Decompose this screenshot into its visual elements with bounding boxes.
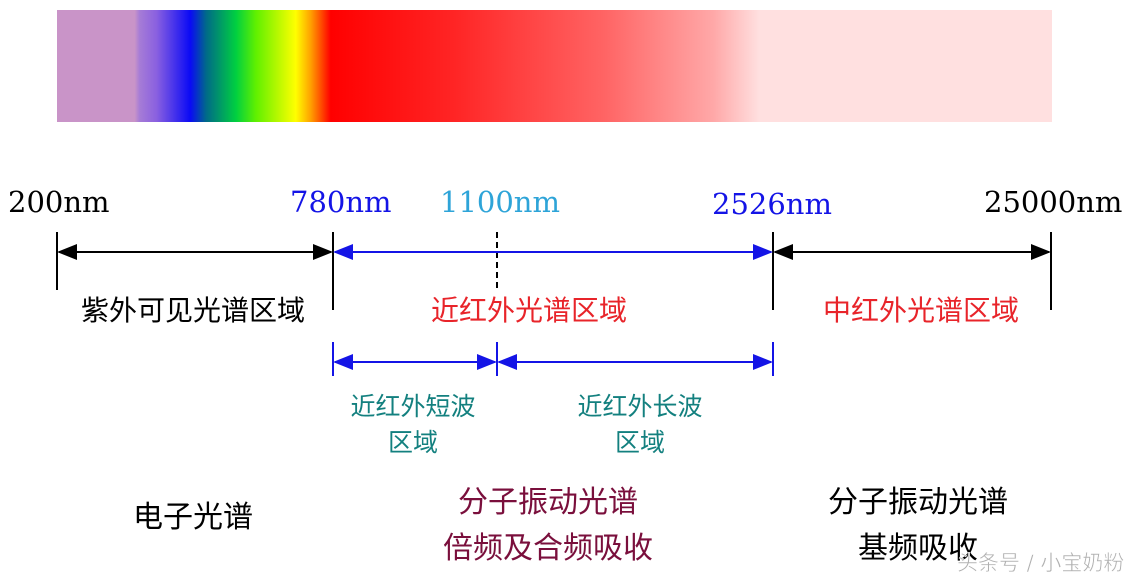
wavelength-labels: 200nm 780nm 1100nm 2526nm 25000nm (8, 185, 1122, 221)
fundamental-line2: 基频吸收 (858, 531, 978, 566)
region-labels: 紫外可见光谱区域 近红外光谱区域 中红外光谱区域 (81, 294, 1019, 327)
overtone-line2: 倍频及合频吸收 (443, 531, 653, 566)
spectrum-bar (57, 10, 1052, 122)
subregion-labels: 近红外短波 区域 近红外长波 区域 (350, 392, 702, 457)
label-2526nm: 2526nm (712, 187, 832, 221)
label-780nm: 780nm (290, 185, 392, 219)
fundamental-line1: 分子振动光谱 (828, 485, 1008, 520)
watermark: 头条号 / 小宝奶粉 (957, 551, 1124, 575)
nir-short-line2: 区域 (388, 428, 438, 457)
label-200nm: 200nm (8, 185, 110, 219)
label-25000nm: 25000nm (984, 185, 1122, 219)
nir-short-line1: 近红外短波 (350, 392, 475, 421)
sub-range-arrows (332, 342, 774, 376)
overtone-line1: 分子振动光谱 (458, 485, 638, 520)
nir-long-line2: 区域 (615, 428, 665, 457)
region-uv-vis: 紫外可见光谱区域 (81, 294, 305, 327)
region-mir: 中红外光谱区域 (823, 294, 1019, 327)
spectrum-type-labels: 电子光谱 分子振动光谱 倍频及合频吸收 分子振动光谱 基频吸收 (133, 485, 1008, 566)
nir-long-line1: 近红外长波 (577, 392, 702, 421)
region-nir: 近红外光谱区域 (431, 294, 627, 327)
electronic-spectrum: 电子光谱 (133, 500, 253, 535)
label-1100nm: 1100nm (440, 185, 560, 219)
